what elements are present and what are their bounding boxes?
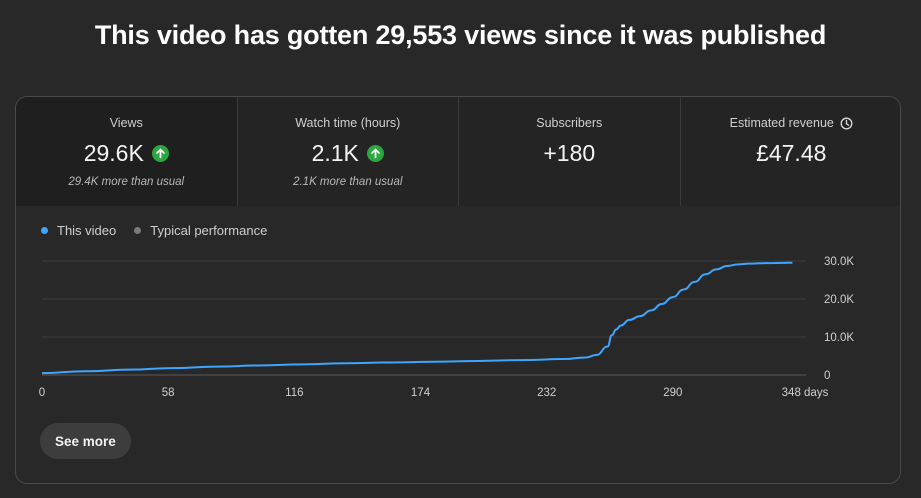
metric-value: 2.1K: [312, 140, 359, 167]
views-chart[interactable]: 0 10.0K 20.0K 30.0K 0 58 116 174 232 290 348 days: [16, 247, 900, 407]
metric-value: £47.48: [756, 140, 826, 167]
x-tick-label: 116: [285, 387, 303, 399]
metric-revenue[interactable]: Estimated revenue £47.48: [681, 97, 902, 206]
metric-value-row: +180: [459, 139, 680, 167]
legend-label: Typical performance: [150, 223, 267, 238]
metric-value-row: 29.6K: [16, 139, 237, 167]
metric-subscribers[interactable]: Subscribers +180: [459, 97, 681, 206]
x-tick-label: 0: [39, 387, 45, 399]
legend-dot: [134, 227, 141, 234]
metric-label-row: Estimated revenue: [681, 115, 902, 131]
y-tick-label: 20.0K: [824, 294, 854, 306]
metric-value: +180: [543, 140, 595, 167]
up-arrow-icon: [367, 145, 384, 162]
legend-label: This video: [57, 223, 116, 238]
x-tick-label: 232: [537, 387, 556, 399]
metrics-row: Views 29.6K 29.4K more than usual Watch …: [16, 97, 900, 206]
x-tick-label: 290: [663, 387, 682, 399]
chart-legend: This video Typical performance: [41, 223, 267, 238]
metric-comparison: 29.4K more than usual: [16, 176, 237, 191]
series-line-this-video: [42, 263, 792, 373]
up-arrow-icon: [152, 145, 169, 162]
x-tick-label: 348 days: [782, 387, 829, 399]
metric-views[interactable]: Views 29.6K 29.4K more than usual: [16, 97, 238, 206]
metric-comparison: 2.1K more than usual: [238, 176, 459, 191]
analytics-card: Views 29.6K 29.4K more than usual Watch …: [15, 96, 901, 484]
legend-typical: Typical performance: [134, 223, 267, 238]
metric-value: 29.6K: [84, 140, 144, 167]
x-tick-label: 58: [162, 387, 175, 399]
page-title: This video has gotten 29,553 views since…: [0, 20, 921, 51]
clock-icon[interactable]: [840, 117, 853, 130]
metric-label: Estimated revenue: [730, 116, 834, 130]
y-tick-label: 10.0K: [824, 332, 854, 344]
metric-label: Subscribers: [459, 115, 680, 131]
legend-dot: [41, 227, 48, 234]
x-tick-label: 174: [411, 387, 431, 399]
metric-watch-time[interactable]: Watch time (hours) 2.1K 2.1K more than u…: [238, 97, 460, 206]
metric-label: Views: [16, 115, 237, 131]
y-tick-label: 0: [824, 370, 830, 382]
metric-value-row: £47.48: [681, 139, 902, 167]
see-more-button[interactable]: See more: [40, 423, 131, 459]
y-tick-label: 30.0K: [824, 256, 854, 268]
metric-value-row: 2.1K: [238, 139, 459, 167]
metric-label: Watch time (hours): [238, 115, 459, 131]
legend-this-video: This video: [41, 223, 116, 238]
